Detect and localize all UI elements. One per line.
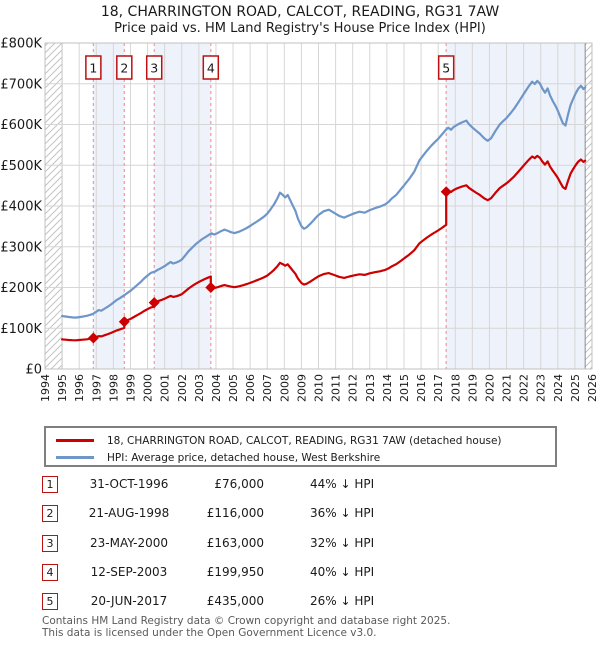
sale-date: 20-JUN-2017 — [90, 594, 168, 609]
sale-number-badge: 2 — [42, 505, 58, 523]
page-subtitle: Price paid vs. HM Land Registry's House … — [114, 21, 486, 36]
svg-text:2020: 2020 — [483, 374, 496, 402]
sale-date: 21-AUG-1998 — [88, 506, 170, 521]
svg-text:£100K: £100K — [0, 322, 42, 337]
svg-text:2012: 2012 — [347, 374, 360, 402]
legend-label-hpi: HPI: Average price, detached house, West… — [107, 451, 381, 464]
svg-text:2016: 2016 — [415, 374, 428, 402]
svg-text:5: 5 — [442, 61, 450, 76]
hpi-line-swatch — [56, 456, 94, 459]
price-history-chart: £0 £100K £200K £300K £400K £500K £600K £700K £80… — [0, 37, 599, 403]
svg-text:£400K: £400K — [0, 200, 42, 215]
svg-text:2007: 2007 — [261, 374, 274, 402]
svg-text:2002: 2002 — [176, 374, 189, 402]
plot-border — [44, 42, 593, 370]
svg-text:2011: 2011 — [330, 374, 343, 402]
sale-date: 23-MAY-2000 — [89, 535, 168, 550]
svg-text:£300K: £300K — [0, 240, 42, 255]
svg-text:2025: 2025 — [569, 374, 582, 402]
svg-text:2017: 2017 — [432, 374, 445, 402]
svg-text:£700K: £700K — [0, 77, 42, 92]
svg-text:2009: 2009 — [295, 374, 308, 402]
svg-text:2006: 2006 — [244, 374, 257, 402]
svg-text:2013: 2013 — [364, 374, 377, 402]
sale-date: 12-SEP-2003 — [90, 564, 168, 579]
sale-vs-hpi: 40% ↓ HPI — [310, 564, 375, 579]
svg-text:1: 1 — [89, 61, 97, 76]
sale-price: £76,000 — [214, 477, 264, 491]
legend-label-property: 18, CHARRINGTON ROAD, CALCOT, READING, R… — [107, 434, 502, 447]
chart-legend: 18, CHARRINGTON ROAD, CALCOT, READING, R… — [44, 426, 557, 467]
svg-text:2023: 2023 — [535, 374, 548, 402]
sale-price: £199,950 — [206, 564, 264, 579]
gridlines — [44, 42, 593, 370]
svg-text:£600K: £600K — [0, 118, 42, 133]
svg-text:1994: 1994 — [39, 374, 52, 402]
svg-text:2021: 2021 — [501, 374, 514, 402]
sale-date: 31-OCT-1996 — [89, 477, 169, 491]
svg-text:3: 3 — [150, 61, 158, 76]
svg-text:2005: 2005 — [227, 374, 240, 402]
svg-text:1999: 1999 — [124, 374, 137, 402]
svg-text:2024: 2024 — [552, 374, 565, 402]
svg-text:£800K: £800K — [0, 37, 42, 52]
svg-text:£500K: £500K — [0, 159, 42, 174]
svg-text:2001: 2001 — [159, 374, 172, 402]
footer-copyright: Contains HM Land Registry data © Crown c… — [42, 615, 451, 627]
sale-price: £435,000 — [206, 594, 264, 609]
sale-vs-hpi: 36% ↓ HPI — [310, 506, 375, 521]
svg-text:1995: 1995 — [56, 374, 69, 402]
svg-text:2015: 2015 — [398, 374, 411, 402]
svg-text:2022: 2022 — [518, 374, 531, 402]
sale-number-badge: 5 — [42, 593, 58, 611]
svg-text:2026: 2026 — [586, 374, 599, 402]
svg-text:2004: 2004 — [210, 374, 223, 402]
axis-tick-labels: £0 £100K £200K £300K £400K £500K £600K £700K £80… — [0, 37, 599, 403]
legend-item-hpi: HPI: Average price, detached house, West… — [56, 449, 555, 466]
sale-number-badge: 4 — [42, 563, 58, 581]
svg-text:2008: 2008 — [278, 374, 291, 402]
svg-text:2: 2 — [120, 61, 128, 76]
svg-text:1996: 1996 — [73, 374, 86, 402]
svg-text:1998: 1998 — [107, 374, 120, 402]
svg-text:1997: 1997 — [90, 374, 103, 402]
sale-price-markers — [87, 186, 452, 344]
sale-vs-hpi: 26% ↓ HPI — [310, 594, 375, 609]
sale-price: £116,000 — [206, 506, 264, 521]
svg-text:£200K: £200K — [0, 281, 42, 296]
sale-number-badge: 3 — [42, 534, 58, 552]
footer-licence: This data is licensed under the Open Gov… — [42, 627, 377, 639]
sale-number-callouts: 1 2 3 4 5 — [85, 55, 455, 80]
data-series-lines — [60, 79, 587, 342]
svg-text:2018: 2018 — [449, 374, 462, 402]
svg-text:2010: 2010 — [313, 374, 326, 402]
sale-price: £163,000 — [206, 535, 264, 550]
property-line-swatch — [56, 439, 94, 442]
svg-text:2014: 2014 — [381, 374, 394, 402]
sale-number-badge: 1 — [42, 476, 58, 493]
svg-text:2003: 2003 — [193, 374, 206, 402]
sale-vs-hpi: 32% ↓ HPI — [310, 535, 375, 550]
svg-text:2019: 2019 — [466, 374, 479, 402]
svg-text:£0: £0 — [25, 363, 42, 378]
svg-text:4: 4 — [207, 61, 215, 76]
svg-text:2000: 2000 — [142, 374, 155, 402]
page-title: 18, CHARRINGTON ROAD, CALCOT, READING, R… — [100, 4, 500, 20]
legend-item-property: 18, CHARRINGTON ROAD, CALCOT, READING, R… — [56, 432, 555, 449]
sale-vs-hpi: 44% ↓ HPI — [310, 477, 375, 491]
